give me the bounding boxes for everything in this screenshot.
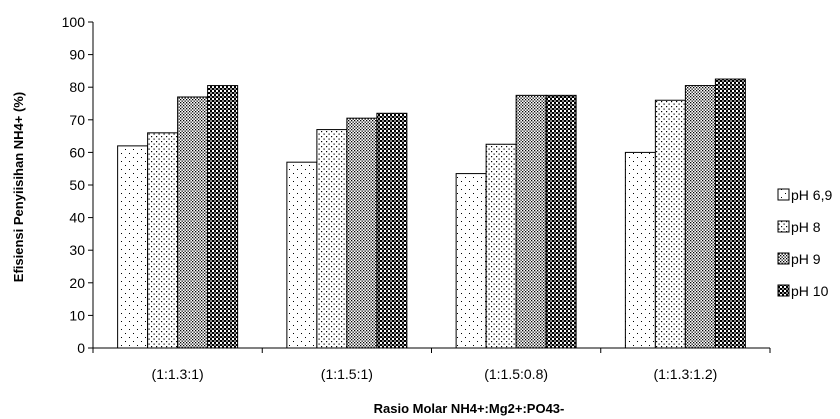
x-tick-label: (1:1.5:1)	[321, 366, 373, 382]
bar-ph-6-9-1	[117, 145, 149, 349]
legend-label: pH 6,9	[791, 187, 832, 203]
bar-ph-6-9-2	[286, 161, 318, 349]
bar-ph-10-4	[714, 78, 746, 349]
legend-swatch	[777, 284, 790, 297]
y-axis: 0 10 20 30 40 50 60 70 80 90 100	[62, 14, 94, 356]
bar-ph-10-1	[207, 85, 239, 349]
x-tick-label: (1:1.3:1)	[152, 366, 204, 382]
legend-swatch	[777, 188, 790, 201]
legend-label: pH 10	[791, 283, 829, 299]
y-tick-label: 80	[69, 79, 85, 95]
bar-ph-9-2	[346, 117, 378, 349]
legend-swatch	[777, 252, 790, 265]
y-tick-label: 70	[69, 112, 85, 128]
y-tick-label: 50	[69, 177, 85, 193]
legend-label: pH 8	[791, 219, 821, 235]
bar-ph-8-2	[316, 129, 348, 349]
y-tick-label: 20	[69, 275, 85, 291]
bar-ph-8-3	[485, 143, 517, 349]
x-tick-label: (1:1.5:0.8)	[484, 366, 548, 382]
bar-ph-6-9-4	[624, 151, 656, 349]
bar-ph-6-9-3	[455, 173, 487, 349]
y-tick-label: 40	[69, 210, 85, 226]
bar-ph-8-4	[654, 99, 686, 349]
y-tick-label: 0	[77, 340, 85, 356]
x-tick-label: (1:1.3:1.2)	[653, 366, 717, 382]
x-axis-title: Rasio Molar NH4+:Mg2+:PO43-	[374, 401, 565, 416]
bar-ph-9-4	[684, 85, 716, 349]
bar-ph-10-3	[545, 94, 577, 349]
bar-ph-8-1	[147, 132, 179, 349]
legend-swatch	[777, 220, 790, 233]
y-tick-label: 90	[69, 47, 85, 63]
bar-ph-9-3	[515, 94, 547, 349]
legend-label: pH 9	[791, 251, 821, 267]
bar-ph-9-1	[177, 96, 209, 349]
y-tick-label: 10	[69, 307, 85, 323]
legend: pH 6,9 pH 8 pH 9 pH 10	[777, 187, 832, 299]
x-axis: (1:1.3:1) (1:1.5:1) (1:1.5:0.8) (1:1.3:1.2)	[92, 347, 771, 382]
y-tick-label: 60	[69, 144, 85, 160]
y-axis-title: Efisiensi Penyiisihan NH4+ (%)	[11, 92, 26, 282]
y-tick-label: 100	[62, 14, 86, 30]
bar-ph-10-2	[376, 112, 408, 349]
bars	[117, 78, 746, 349]
y-tick-label: 30	[69, 242, 85, 258]
